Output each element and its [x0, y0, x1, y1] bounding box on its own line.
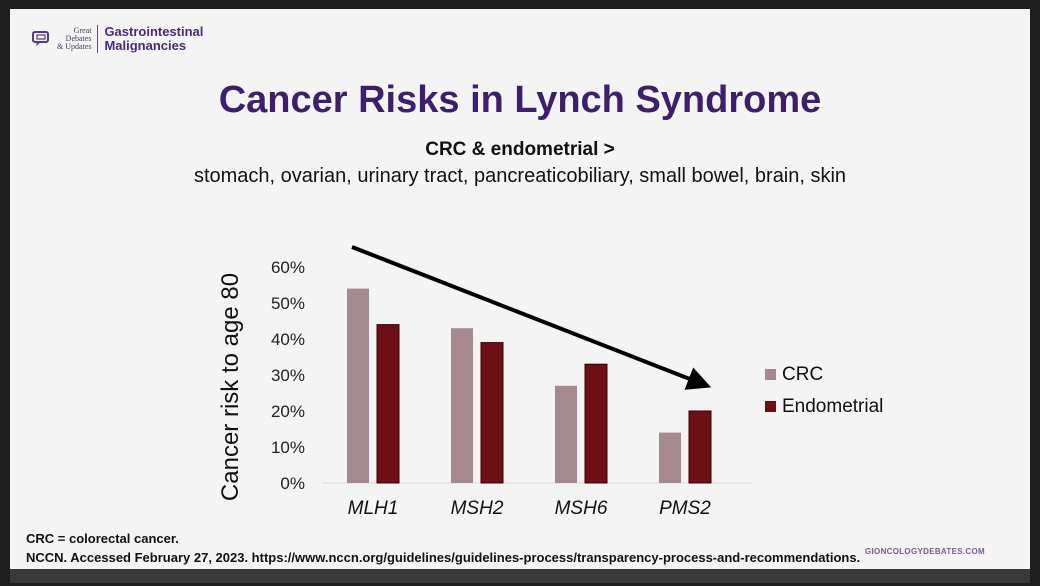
- program-line: Malignancies: [104, 38, 187, 53]
- slide-subtitle-bold: CRC & endometrial >: [425, 139, 615, 160]
- bar-crc-msh2: [451, 328, 473, 483]
- reference-note: NCCN. Accessed February 27, 2023. https:…: [26, 550, 861, 565]
- trend-arrow: [351, 245, 712, 390]
- y-tick-label: 0%: [280, 474, 305, 493]
- bar-crc-mlh1: [347, 288, 369, 483]
- bar-endometrial-msh6: [584, 363, 608, 484]
- logo-divider: [97, 25, 99, 53]
- y-tick-label: 50%: [271, 294, 305, 313]
- y-tick-label: 10%: [271, 438, 305, 457]
- logo-line: Debates: [65, 34, 92, 43]
- x-tick-label: PMS2: [659, 498, 711, 519]
- bottom-bar: [10, 569, 1030, 583]
- bar-endometrial-mlh1: [376, 324, 400, 484]
- y-axis: 0% 10% 20% 30% 40% 50% 60%: [271, 258, 305, 493]
- legend-label-crc: CRC: [782, 364, 823, 385]
- y-tick-label: 30%: [271, 366, 305, 385]
- bar-crc-pms2: [659, 432, 681, 483]
- x-tick-label: MSH6: [555, 498, 608, 519]
- speech-bubble-icon: [32, 31, 49, 46]
- bar-endometrial-pms2: [688, 410, 712, 484]
- logo-line: Great: [73, 26, 92, 35]
- logo-line: & Updates: [57, 42, 92, 51]
- bar-endometrial-msh2: [480, 342, 504, 484]
- slide-title: Cancer Risks in Lynch Syndrome: [218, 79, 822, 121]
- abbreviation-note: CRC = colorectal cancer.: [26, 531, 179, 546]
- bar-crc-msh6: [555, 385, 577, 483]
- legend-label-endometrial: Endometrial: [782, 396, 883, 417]
- slide-subtitle: stomach, ovarian, urinary tract, pancrea…: [193, 165, 847, 187]
- y-tick-label: 40%: [271, 330, 305, 349]
- legend-swatch-crc: [765, 369, 776, 380]
- program-line: Gastrointestinal: [104, 24, 204, 39]
- legend-swatch-endometrial: [765, 401, 776, 412]
- site-watermark: GIONCOLOGYDEBATES.COM: [865, 547, 985, 556]
- slide: Great Debates & Updates Gastrointestinal…: [10, 9, 1030, 569]
- x-axis: MLH1 MSH2 MSH6 PMS2: [348, 498, 712, 519]
- y-tick-label: 20%: [271, 402, 305, 421]
- bar-chart: 0% 10% 20% 30% 40% 50% 60% Cancer risk to age …: [217, 245, 883, 519]
- y-axis-label: Cancer risk to age 80: [217, 273, 244, 501]
- logo-text: Great Debates & Updates: [57, 27, 91, 51]
- legend: CRC Endometrial: [765, 364, 883, 417]
- y-tick-label: 60%: [271, 258, 305, 277]
- logo: Great Debates & Updates Gastrointestinal…: [32, 25, 203, 53]
- bars: [347, 288, 712, 484]
- x-tick-label: MLH1: [348, 498, 399, 519]
- program-name: Gastrointestinal Malignancies: [104, 25, 203, 53]
- x-tick-label: MSH2: [451, 498, 504, 519]
